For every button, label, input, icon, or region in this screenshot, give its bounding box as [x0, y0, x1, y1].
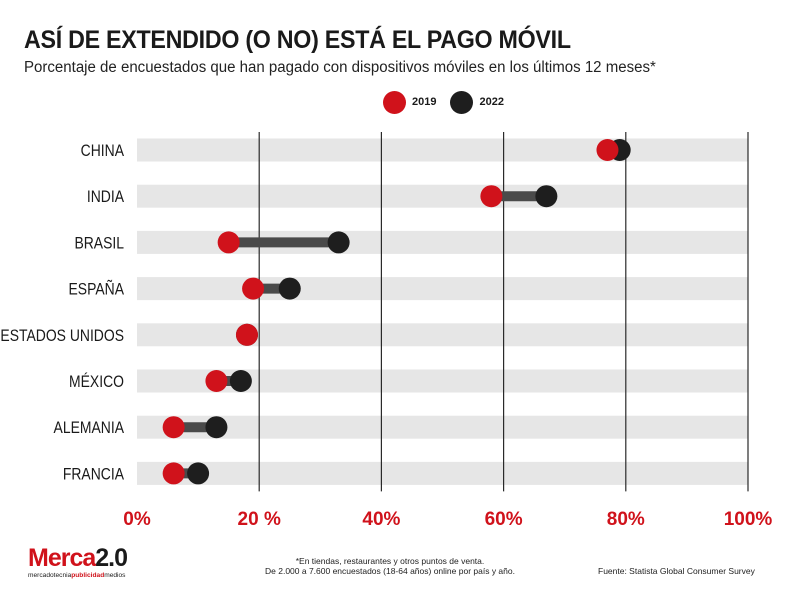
logo-main-black: 2.0 — [95, 544, 128, 572]
chart-title: ASÍ DE EXTENDIDO (O NO) ESTÁ EL PAGO MÓV… — [24, 26, 571, 54]
category-label-francia: FRANCIA — [63, 465, 125, 484]
point-2019-mexico — [205, 370, 228, 392]
logo-sub-b: publicidad — [71, 572, 105, 579]
row-band-mexico — [137, 369, 748, 393]
logo-tagline: mercadotecniapublicidadmedios — [28, 572, 127, 580]
point-2019-china — [596, 139, 619, 161]
row-band-francia — [137, 461, 748, 485]
x-tick-label-80: 80% — [607, 509, 645, 530]
category-label-china: CHINA — [81, 142, 125, 161]
row-band-brasil — [137, 230, 748, 254]
x-tick-label-0: 0% — [123, 509, 151, 530]
point-2022-india — [535, 185, 558, 208]
legend-swatch-2022 — [450, 90, 474, 114]
legend-item-2022: 2022 — [450, 90, 504, 114]
legend-label-2022: 2022 — [479, 96, 504, 108]
chart-subtitle: Porcentaje de encuestados que han pagado… — [24, 59, 656, 76]
row-band-espana — [137, 277, 748, 301]
point-2022-brasil — [327, 231, 350, 254]
category-label-estados-unidos: ESTADOS UNIDOS — [0, 327, 124, 346]
point-2022-francia — [187, 462, 210, 485]
row-band-china — [137, 138, 748, 162]
chart-legend: 2019 2022 — [383, 89, 518, 115]
row-band-india — [137, 184, 748, 208]
x-tick-label-40: 40% — [362, 509, 400, 530]
x-tick-label-60: 60% — [485, 509, 523, 530]
row-band-estados-unidos — [137, 323, 748, 347]
logo-sub-a: mercadotecnia — [28, 572, 72, 579]
legend-item-2019: 2019 — [383, 90, 437, 114]
point-2022-mexico — [229, 370, 252, 392]
x-tick-label-100: 100% — [724, 509, 773, 530]
logo-sub-c: medios — [104, 572, 126, 579]
category-label-mexico: MÉXICO — [69, 373, 124, 392]
point-2019-alemania — [162, 416, 185, 439]
point-2019-francia — [162, 462, 185, 485]
category-label-alemania: ALEMANIA — [54, 419, 125, 438]
footnote-line-1: *En tiendas, restaurantes y otros puntos… — [295, 556, 485, 566]
category-label-brasil: BRASIL — [74, 234, 124, 253]
category-label-india: INDIA — [87, 188, 125, 207]
category-label-espana: ESPAÑA — [69, 280, 125, 299]
point-2019-estados-unidos — [235, 323, 258, 346]
footnote-line-2: De 2.000 a 7.600 encuestados (18-64 años… — [265, 566, 515, 576]
x-tick-label-20: 20 % — [238, 509, 281, 530]
point-2019-india — [480, 185, 503, 208]
legend-label-2019: 2019 — [412, 96, 437, 108]
point-2022-espana — [278, 277, 301, 300]
point-2019-brasil — [217, 231, 240, 254]
logo-wordmark: Merca2.0 — [28, 544, 128, 572]
footnote: *En tiendas, restaurantes y otros puntos… — [240, 556, 540, 576]
point-2019-espana — [242, 277, 265, 300]
legend-swatch-2019 — [383, 90, 406, 114]
logo-main-red: Merca — [28, 544, 96, 572]
merca20-logo: Merca2.0 mercadotecniapublicidadmedios — [28, 544, 128, 580]
point-2022-alemania — [205, 416, 228, 439]
source-note: Fuente: Statista Global Consumer Survey — [598, 566, 755, 576]
row-band-alemania — [137, 415, 748, 439]
